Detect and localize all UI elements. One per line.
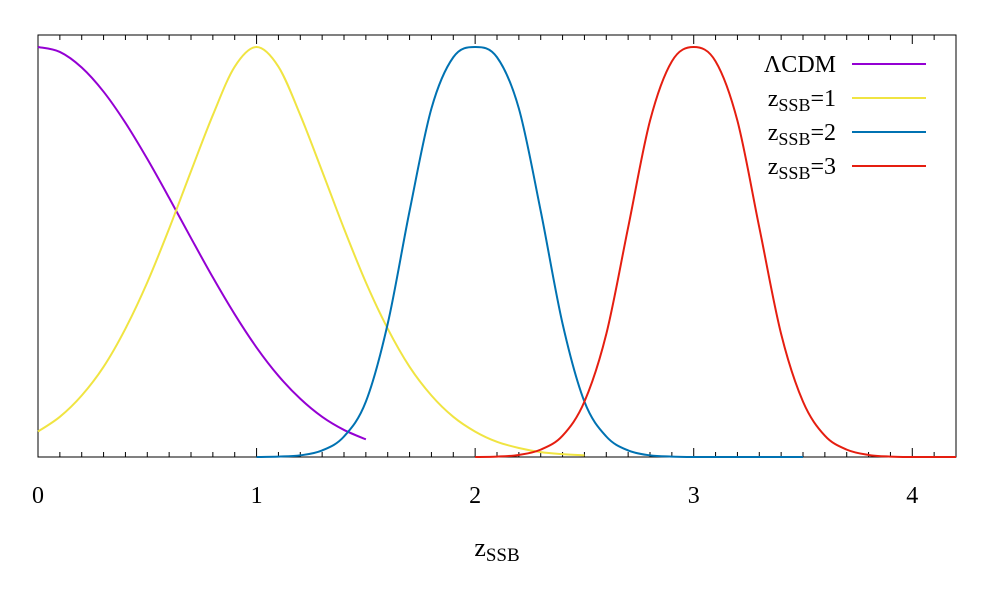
x-axis-label-base: z [474,533,486,562]
legend-label-sub: SSB [778,163,810,183]
legend-label-suffix: =1 [810,86,836,112]
x-tick-label: 2 [469,483,481,509]
series-line-3 [475,46,956,459]
legend-label-base: z [768,86,779,112]
x-axis-label: zSSB [474,533,519,566]
legend-label-sub: SSB [778,95,810,115]
legend-label: ΛCDM [764,52,836,78]
legend-label-base: z [768,120,779,146]
legend-label: zSSB=3 [768,154,836,183]
x-axis-label-sub: SSB [486,545,520,566]
x-tick-label: 0 [32,483,44,509]
legend-label-base: ΛCDM [764,52,836,78]
legend-label-suffix: =3 [810,154,836,180]
series-line-2 [256,46,803,459]
x-tick-labels: 0 1 2 3 4 [32,483,918,509]
legend-label: zSSB=2 [768,120,836,149]
series-curves [37,46,956,459]
x-tick-label: 3 [688,483,700,509]
series-line-0 [37,46,367,441]
series-line-1 [37,46,585,457]
legend-label-base: z [768,154,779,180]
legend-label-suffix: =2 [810,120,836,146]
x-tick-label: 4 [906,483,918,509]
legend-label: zSSB=1 [768,86,836,115]
legend-label-sub: SSB [778,129,810,149]
x-tick-label: 1 [251,483,263,509]
